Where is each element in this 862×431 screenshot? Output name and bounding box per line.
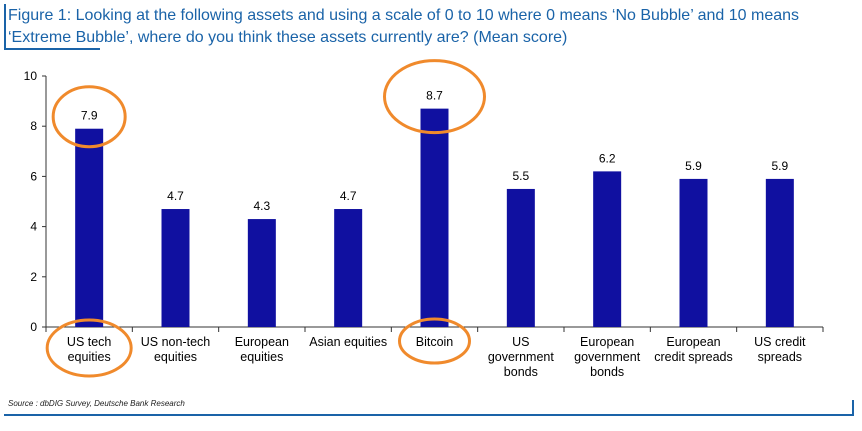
x-tick-label: European equities	[235, 335, 289, 364]
y-tick-label: 2	[30, 270, 37, 284]
bar	[765, 178, 794, 327]
source-note: Source : dbDIG Survey, Deutsche Bank Res…	[8, 399, 185, 408]
bar	[593, 171, 622, 327]
highlight-ellipse-value	[383, 59, 486, 135]
highlight-ellipse-category	[398, 317, 471, 365]
data-label: 8.7	[426, 89, 443, 103]
bar	[75, 128, 104, 327]
x-tick-label: European government bonds	[574, 335, 641, 379]
bar	[161, 209, 190, 327]
x-tick-label: US credit spreads	[754, 335, 806, 364]
x-tick-label: US tech equities	[67, 335, 112, 364]
y-tick-label: 6	[30, 169, 37, 183]
x-tick-label: Bitcoin	[416, 335, 454, 349]
frame-bottom-rule	[4, 414, 854, 416]
frame-right-rule	[852, 400, 854, 416]
y-tick-label: 4	[30, 220, 37, 234]
data-label: 5.5	[512, 169, 529, 183]
y-tick-label: 10	[24, 69, 38, 83]
data-label: 4.7	[167, 189, 184, 203]
chart-title: Figure 1: Looking at the following asset…	[8, 7, 800, 46]
highlight-ellipse-value	[51, 85, 127, 149]
data-label: 5.9	[685, 159, 702, 173]
bar	[334, 209, 363, 327]
highlight-ellipse-category	[45, 318, 133, 378]
x-tick-label: Asian equities	[309, 335, 387, 349]
x-tick-label: US government bonds	[488, 335, 555, 379]
y-tick-label: 8	[30, 119, 37, 133]
x-tick-label: US non-tech equities	[141, 335, 211, 364]
y-tick-label: 0	[30, 320, 37, 334]
title-underline-rule	[4, 48, 100, 50]
data-label: 7.9	[81, 109, 98, 123]
bar	[506, 188, 535, 327]
data-label: 4.7	[340, 189, 357, 203]
data-label: 5.9	[771, 159, 788, 173]
bar	[679, 178, 708, 327]
bar	[420, 108, 449, 327]
data-label: 4.3	[253, 199, 270, 213]
title-accent-rule	[4, 4, 6, 49]
data-label: 6.2	[599, 151, 616, 165]
bar	[247, 219, 276, 327]
x-tick-label: European credit spreads	[654, 335, 733, 364]
